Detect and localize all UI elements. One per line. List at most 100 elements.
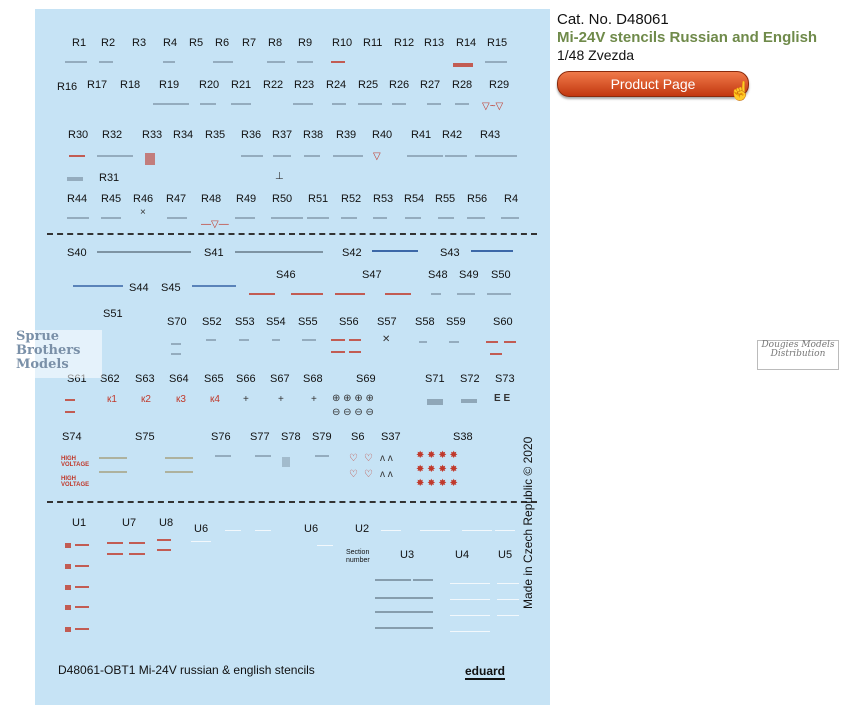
decal-label: R10: [332, 37, 353, 49]
decal-label: S45: [161, 282, 181, 294]
decal-label: R20: [199, 79, 220, 91]
decal-label: R29: [489, 79, 510, 91]
decal-label: S70: [167, 316, 187, 328]
dougies-models-watermark: Dougies Models Distribution: [757, 340, 839, 370]
decal-label: R16: [57, 81, 78, 93]
decal-label: R22: [263, 79, 284, 91]
hand-cursor-icon: ☝: [729, 81, 752, 101]
decal-label: R4: [163, 37, 178, 49]
product-title: Mi-24V stencils Russian and English: [557, 29, 818, 46]
product-page-button[interactable]: Product Page: [557, 71, 749, 97]
decal-label: S64: [169, 373, 189, 385]
decal-label: R56: [467, 193, 488, 205]
decal-label: S54: [266, 316, 286, 328]
decal-label: S77: [250, 431, 270, 443]
decal-label: R13: [424, 37, 445, 49]
decal-label: R37: [272, 129, 293, 141]
decal-sheet-image: R1 R2 R3 R4 R5 R6 R7 R8 R9 R10 R11 R12 R…: [35, 9, 550, 705]
decal-label: S6: [351, 431, 365, 443]
catalog-number: Cat. No. D48061: [557, 11, 669, 28]
decal-label: R26: [389, 79, 410, 91]
decal-label: R34: [173, 129, 194, 141]
decal-label: S41: [204, 247, 224, 259]
decal-label: R11: [363, 37, 383, 49]
decal-label: S71: [425, 373, 445, 385]
decal-label: R21: [231, 79, 252, 91]
decal-label: R3: [132, 37, 147, 49]
sheet-code-label: D48061-OBT1 Mi-24V russian & english ste…: [58, 663, 315, 677]
decal-label: S59: [446, 316, 466, 328]
decal-label: S56: [339, 316, 359, 328]
product-scale: 1/48 Zvezda: [557, 47, 635, 63]
decal-label: R31: [99, 172, 120, 184]
decal-label: S67: [270, 373, 290, 385]
decal-label: R43: [480, 129, 501, 141]
decal-label: R49: [236, 193, 257, 205]
decal-label: R51: [308, 193, 329, 205]
decal-label: R45: [101, 193, 122, 205]
decal-label: R33: [142, 129, 163, 141]
decal-label: U4: [455, 549, 470, 561]
decal-label: R46: [133, 193, 154, 205]
decal-label: R41: [411, 129, 432, 141]
decal-label: R23: [294, 79, 315, 91]
decal-label: S69: [356, 373, 376, 385]
decal-label: U6: [194, 523, 209, 535]
decal-label: R39: [336, 129, 357, 141]
decal-label: S65: [204, 373, 224, 385]
decal-label: S62: [100, 373, 120, 385]
decal-label: R8: [268, 37, 283, 49]
decal-label: R52: [341, 193, 362, 205]
decal-label: S47: [362, 269, 382, 281]
decal-label: R25: [358, 79, 379, 91]
decal-label: S38: [453, 431, 473, 443]
decal-label: S72: [460, 373, 480, 385]
decal-label: U5: [498, 549, 513, 561]
decal-label: R44: [67, 193, 88, 205]
decal-label: R15: [487, 37, 508, 49]
decal-label: S44: [129, 282, 149, 294]
decal-label: S75: [135, 431, 155, 443]
decal-label: R32: [102, 129, 123, 141]
made-in-label: Made in Czech Republic © 2020: [521, 436, 535, 609]
decal-label: S78: [281, 431, 301, 443]
decal-label: S79: [312, 431, 332, 443]
decal-label: R35: [205, 129, 226, 141]
decal-label: R30: [68, 129, 89, 141]
high-voltage-decal: HIGH VOLTAGE: [61, 476, 90, 488]
decal-label: R54: [404, 193, 425, 205]
decal-label: S48: [428, 269, 448, 281]
decal-label: S68: [303, 373, 323, 385]
decal-label: U1: [72, 517, 87, 529]
decal-label: U3: [400, 549, 415, 561]
decal-label: R7: [242, 37, 257, 49]
decal-label: S73: [495, 373, 515, 385]
decal-label: R27: [420, 79, 441, 91]
decal-label: R12: [394, 37, 415, 49]
decal-label: R36: [241, 129, 262, 141]
decal-label: S74: [62, 431, 82, 443]
decal-label: R40: [372, 129, 393, 141]
decal-label: S53: [235, 316, 255, 328]
decal-label: R9: [298, 37, 313, 49]
decal-label: R2: [101, 37, 116, 49]
decal-label: S63: [135, 373, 155, 385]
decal-label: R24: [326, 79, 347, 91]
decal-label: S66: [236, 373, 256, 385]
eduard-logo: eduard: [465, 664, 506, 680]
decal-label: R50: [272, 193, 293, 205]
decal-label: R5: [189, 37, 204, 49]
section-number-label: Section number: [346, 549, 370, 564]
decal-label: R6: [215, 37, 230, 49]
decal-label: S46: [276, 269, 296, 281]
decal-label: U6: [304, 523, 319, 535]
decal-label: R48: [201, 193, 222, 205]
decal-label: R55: [435, 193, 456, 205]
decal-label: U8: [159, 517, 174, 529]
decal-label: S58: [415, 316, 435, 328]
decal-label: S76: [211, 431, 231, 443]
decal-label: R53: [373, 193, 394, 205]
decal-label: S49: [459, 269, 479, 281]
high-voltage-decal: HIGH VOLTAGE: [61, 456, 90, 468]
decal-label: R28: [452, 79, 473, 91]
